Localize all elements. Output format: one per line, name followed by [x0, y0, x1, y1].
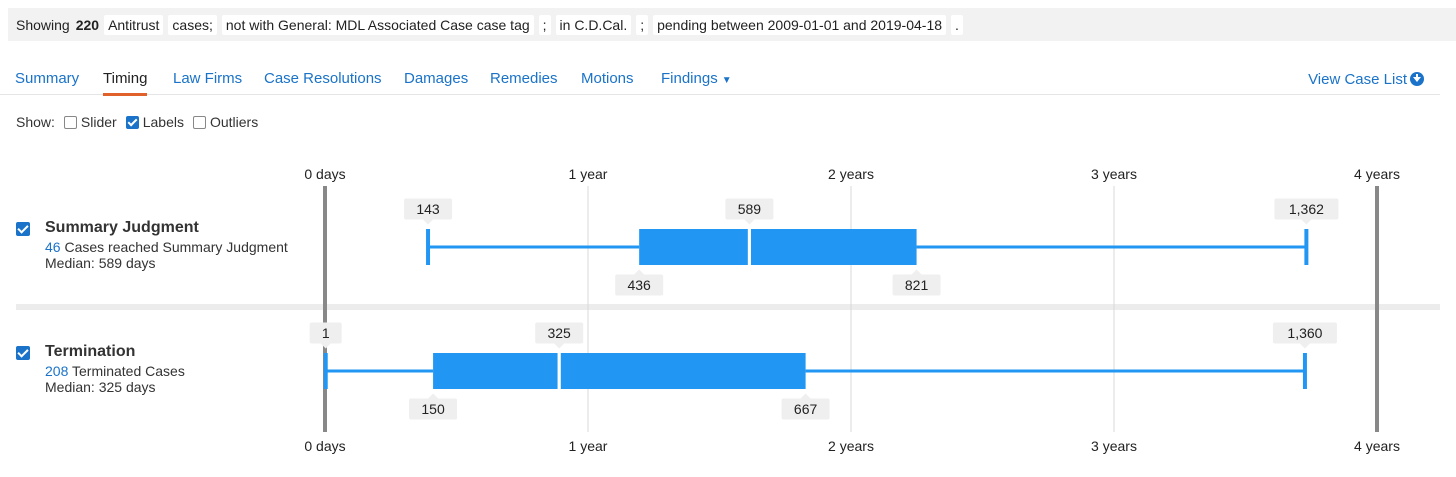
outliers-checkbox[interactable]	[192, 115, 206, 129]
value-label: 589	[738, 201, 762, 217]
tick-label-top: 4 years	[1354, 166, 1400, 182]
slider-option-label: Slider	[80, 114, 117, 130]
tab-motions[interactable]: Motions	[581, 70, 634, 87]
row-count-line: 208 Terminated Cases	[45, 363, 185, 379]
chevron-down-icon: ▼	[721, 75, 732, 86]
box-lower-half	[639, 229, 748, 265]
value-label: 821	[905, 277, 929, 293]
row-title: Summary Judgment	[45, 219, 199, 236]
tick-label-bottom: 4 years	[1354, 438, 1400, 454]
download-circle-icon	[1410, 72, 1424, 86]
value-label-box	[1274, 198, 1339, 220]
value-label: 1,362	[1289, 201, 1324, 217]
show-label: Show:	[16, 114, 55, 130]
row-count-link[interactable]: 46	[45, 239, 61, 255]
show-options: Show: Slider Labels Outliers	[16, 114, 258, 130]
value-label-pointer	[554, 343, 565, 349]
tick-label-top: 2 years	[828, 166, 874, 182]
row-count-line: 46 Cases reached Summary Judgment	[45, 239, 288, 255]
tab-summary[interactable]: Summary	[15, 70, 80, 87]
summary-judgment-checkbox[interactable]	[16, 222, 30, 236]
value-label-pointer	[1299, 343, 1310, 349]
value-label-box	[725, 198, 774, 220]
tab-nav: Summary Timing Law Firms Case Resolution…	[0, 60, 1440, 96]
tab-damages[interactable]: Damages	[404, 70, 469, 87]
value-label: 1	[322, 325, 330, 341]
row-median: Median: 325 days	[45, 379, 156, 395]
case-count: 220	[75, 16, 100, 33]
row-title: Termination	[45, 343, 136, 360]
tab-timing[interactable]: Timing	[103, 70, 148, 96]
tab-findings[interactable]: Findings ▼	[661, 70, 732, 87]
tag-filter[interactable]: not with General: MDL Associated Case ca…	[221, 14, 534, 35]
showing-label: Showing	[16, 16, 70, 33]
value-label-pointer	[744, 219, 755, 225]
box-upper-half	[560, 353, 806, 389]
value-label-box	[1272, 322, 1337, 344]
tick-label-bottom: 2 years	[828, 438, 874, 454]
value-label-pointer	[423, 219, 434, 225]
period: .	[951, 14, 963, 35]
tick-label-top: 0 days	[304, 166, 345, 182]
termination-checkbox[interactable]	[16, 346, 30, 360]
value-label-pointer	[428, 393, 439, 399]
tick-label-top: 3 years	[1091, 166, 1137, 182]
tick-label-bottom: 3 years	[1091, 438, 1137, 454]
case-type-filter[interactable]: Antitrust	[104, 14, 164, 35]
value-label-box	[309, 322, 342, 344]
view-case-list-label: View Case List	[1308, 71, 1407, 88]
slider-checkbox[interactable]	[63, 115, 77, 129]
value-label-box	[781, 398, 830, 420]
tab-remedies[interactable]: Remedies	[490, 70, 558, 87]
labels-option-label: Labels	[142, 114, 184, 130]
value-label: 325	[547, 325, 571, 341]
outliers-option-label: Outliers	[209, 114, 259, 130]
tick-label-top: 1 year	[569, 166, 608, 182]
filter-summary-bar: Showing 220 Antitrust cases; not with Ge…	[8, 8, 1456, 41]
value-label-pointer	[1301, 219, 1312, 225]
value-label-box	[409, 398, 458, 420]
date-filter[interactable]: pending between 2009-01-01 and 2019-04-1…	[653, 14, 947, 35]
tick-label-bottom: 1 year	[569, 438, 608, 454]
box-upper-half	[750, 229, 917, 265]
value-label-box	[404, 198, 453, 220]
separator-semicolon: ;	[538, 14, 551, 35]
view-case-list-link[interactable]: View Case List	[1308, 71, 1424, 88]
box-lower-half	[433, 353, 558, 389]
tab-case-resolutions[interactable]: Case Resolutions	[264, 70, 382, 87]
boxplot-series: 1 325 1,360 150 667	[309, 322, 1337, 420]
tick-label-bottom: 0 days	[304, 438, 345, 454]
axis-boundary-bar	[1375, 186, 1379, 432]
value-label-pointer	[800, 393, 811, 399]
tab-law-firms[interactable]: Law Firms	[173, 70, 243, 87]
tab-findings-label: Findings	[661, 70, 718, 87]
value-label: 436	[627, 277, 651, 293]
value-label-box	[892, 274, 941, 296]
value-label: 150	[421, 401, 445, 417]
axis-boundary-bar	[323, 186, 327, 432]
value-label-pointer	[634, 269, 645, 275]
boxplot-series: 143 589 1,362 436 821	[404, 198, 1339, 296]
row-divider	[16, 304, 1440, 310]
row-count-text: Terminated Cases	[72, 363, 185, 379]
value-label: 1,360	[1287, 325, 1322, 341]
row-count-text: Cases reached Summary Judgment	[64, 239, 288, 255]
row-count-link[interactable]: 208	[45, 363, 69, 379]
value-label-box	[615, 274, 664, 296]
court-filter[interactable]: in C.D.Cal.	[555, 14, 632, 35]
separator-semicolon: ;	[636, 14, 649, 35]
labels-checkbox[interactable]	[125, 115, 139, 129]
value-label-pointer	[911, 269, 922, 275]
value-label: 667	[794, 401, 818, 417]
cases-word: cases;	[168, 14, 217, 35]
value-label-box	[535, 322, 584, 344]
row-median: Median: 589 days	[45, 255, 156, 271]
value-label: 143	[416, 201, 440, 217]
value-label-pointer	[320, 343, 331, 349]
